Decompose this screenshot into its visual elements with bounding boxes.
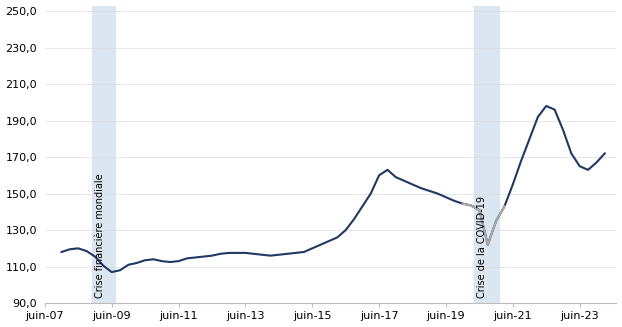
Text: Crise de la COVID-19: Crise de la COVID-19 — [477, 196, 488, 298]
Text: Crise financière mondiale: Crise financière mondiale — [95, 173, 104, 298]
Bar — [91, 6, 115, 303]
Bar — [475, 6, 499, 303]
